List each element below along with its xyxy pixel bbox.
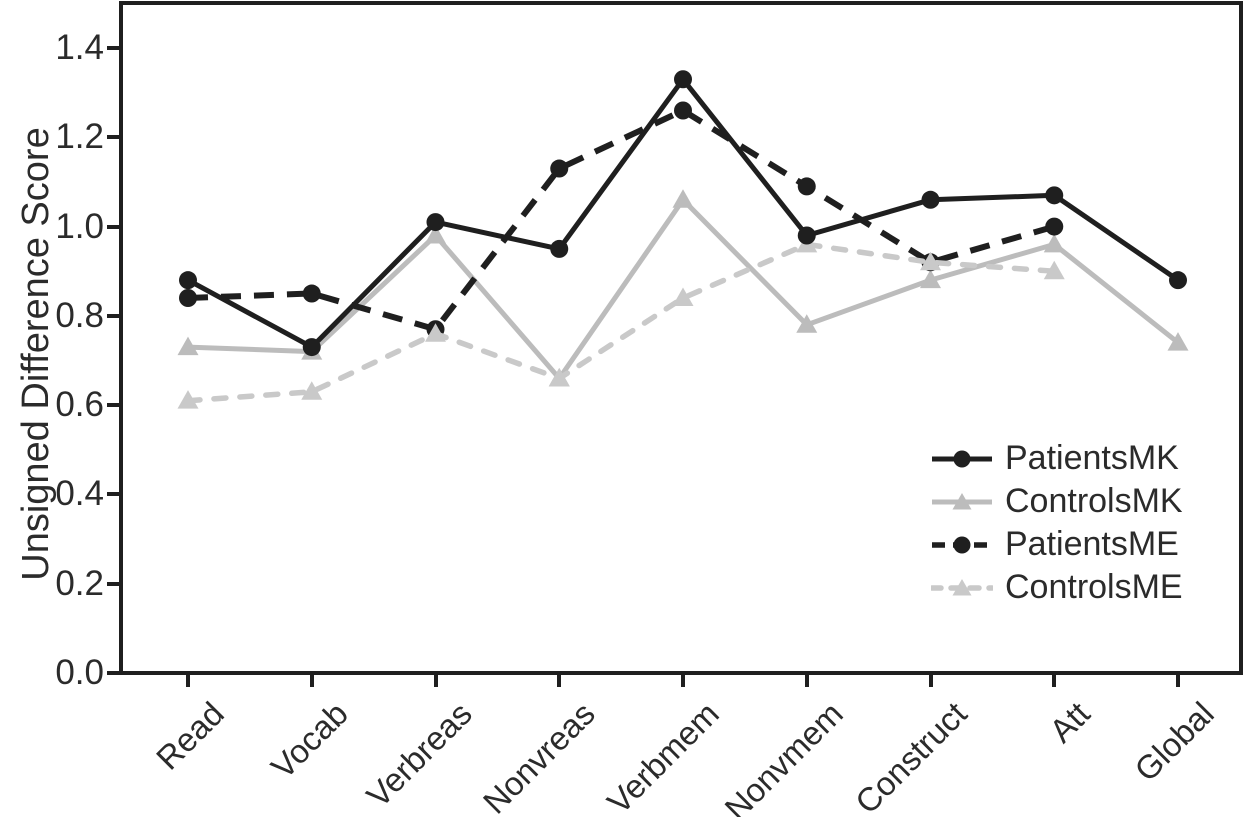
y-tick-mark xyxy=(107,135,121,140)
data-point-PatientsME-nonvmem xyxy=(797,177,816,196)
legend-item-controlsme: ControlsME xyxy=(931,566,1183,609)
data-point-ControlsMK-att xyxy=(1043,233,1065,253)
y-tick-mark xyxy=(107,671,121,675)
y-tick-mark xyxy=(107,403,121,408)
legend-label: PatientsMK xyxy=(1005,439,1179,477)
y-tick-label: 1.2 xyxy=(55,117,104,157)
legend-label: ControlsMK xyxy=(1005,482,1183,520)
x-tick-mark xyxy=(186,674,190,687)
data-point-ControlsME-nonvreas xyxy=(548,367,570,387)
x-tick-label-att: Att xyxy=(1042,694,1098,750)
data-point-ControlsME-construct xyxy=(920,251,941,271)
data-point-PatientsMK-verbmem xyxy=(674,70,692,89)
legend-item-patientsme: PatientsME xyxy=(931,523,1183,566)
y-tick-mark xyxy=(107,581,121,586)
x-tick-mark xyxy=(309,674,314,687)
data-point-ControlsME-read xyxy=(177,390,199,409)
y-tick-mark xyxy=(107,46,121,50)
data-point-PatientsMK-global xyxy=(1169,271,1187,290)
y-tick-label: 1.0 xyxy=(55,206,104,246)
legend-marker-circle xyxy=(953,536,971,553)
legend-marker-triangle xyxy=(952,492,972,509)
legend-swatch-dashed-triangle xyxy=(931,578,993,595)
chart-legend: PatientsMK ControlsMK PatientsME ControlsME xyxy=(931,437,1183,609)
data-point-PatientsME-vocab xyxy=(302,284,321,303)
data-point-ControlsME-verbmem xyxy=(672,287,694,306)
data-point-PatientsMK-verbreas xyxy=(426,213,445,232)
data-point-PatientsME-read xyxy=(179,289,197,307)
x-tick-mark xyxy=(928,674,933,687)
legend-marker-circle xyxy=(953,450,971,467)
legend-marker-triangle xyxy=(952,578,972,595)
legend-swatch-solid-circle xyxy=(932,450,992,467)
data-point-ControlsMK-verbreas xyxy=(425,225,446,244)
data-point-ControlsME-verbreas xyxy=(425,323,446,342)
x-tick-label-read: Read xyxy=(148,694,231,777)
y-tick-mark xyxy=(107,492,121,497)
x-tick-mark xyxy=(1176,674,1180,687)
data-point-PatientsMK-read xyxy=(179,271,197,290)
x-tick-label-global: Global xyxy=(1127,694,1221,789)
legend-label: PatientsME xyxy=(1005,525,1179,563)
data-point-ControlsMK-global xyxy=(1167,332,1189,351)
data-point-PatientsME-nonvreas xyxy=(550,159,569,178)
data-point-PatientsMK-nonvreas xyxy=(550,239,569,258)
y-tick-label: 0.0 xyxy=(55,653,104,692)
y-tick-mark xyxy=(107,224,121,229)
x-tick-label-verbreas: Verbreas xyxy=(358,694,479,815)
plot-frame xyxy=(119,1,1243,675)
data-point-ControlsME-vocab xyxy=(301,381,323,400)
data-point-ControlsMK-nonvmem xyxy=(796,314,818,333)
data-point-PatientsMK-construct xyxy=(921,190,940,209)
x-tick-label-nonvmem: Nonvmem xyxy=(717,694,850,817)
data-point-ControlsMK-verbmem xyxy=(672,189,694,208)
data-point-PatientsME-verbmem xyxy=(674,101,692,120)
legend-label: ControlsME xyxy=(1005,568,1183,606)
y-tick-label: 0.2 xyxy=(55,563,104,603)
x-tick-mark xyxy=(1052,674,1057,687)
series-line-ControlsME xyxy=(185,241,1058,404)
legend-swatch-dashed-circle xyxy=(932,536,992,553)
legend-swatch-solid-triangle xyxy=(932,492,992,509)
plot-area xyxy=(177,70,1189,409)
data-point-ControlsME-att xyxy=(1043,260,1065,280)
data-point-PatientsMK-nonvmem xyxy=(797,226,816,245)
data-point-PatientsME-att xyxy=(1045,217,1064,236)
y-tick-mark xyxy=(107,313,121,318)
legend-item-controlsmk: ControlsMK xyxy=(931,480,1183,523)
x-tick-label-verbmem: Verbmem xyxy=(599,694,726,817)
x-tick-mark xyxy=(557,674,562,687)
y-tick-label: 0.4 xyxy=(55,474,104,514)
x-tick-mark xyxy=(433,674,438,687)
data-point-PatientsMK-att xyxy=(1045,186,1064,205)
data-point-ControlsMK-read xyxy=(177,336,199,356)
y-tick-label: 0.8 xyxy=(55,295,104,335)
data-point-ControlsMK-construct xyxy=(920,269,941,289)
legend-item-patientsmk: PatientsMK xyxy=(931,437,1183,480)
x-tick-mark xyxy=(681,674,685,687)
y-tick-label: 0.6 xyxy=(55,385,104,425)
x-tick-label-vocab: Vocab xyxy=(263,694,355,786)
data-point-PatientsMK-vocab xyxy=(302,338,321,357)
series-line-PatientsME xyxy=(187,107,1056,333)
x-tick-mark xyxy=(804,674,809,687)
x-tick-label-nonvreas: Nonvreas xyxy=(476,694,603,817)
y-tick-label: 1.4 xyxy=(55,28,104,67)
x-tick-label-construct: Construct xyxy=(847,694,974,817)
